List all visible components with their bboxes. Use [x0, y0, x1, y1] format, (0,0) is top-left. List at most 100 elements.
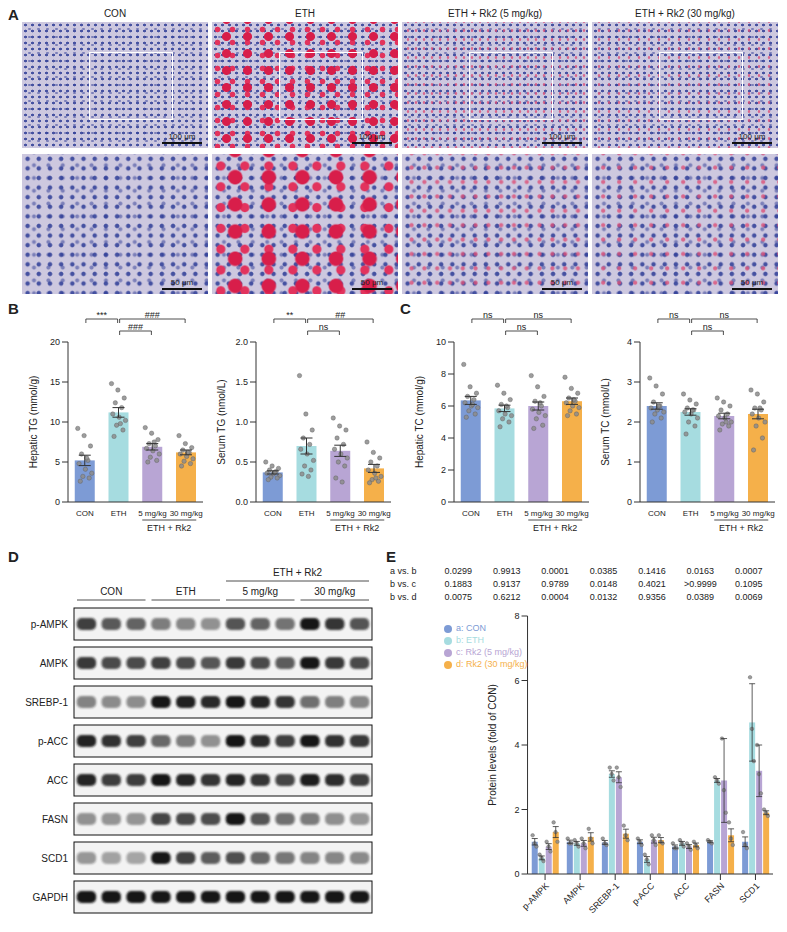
html-text:a vs. b: a vs. b: [390, 566, 417, 576]
svg-text:ns: ns: [534, 310, 544, 320]
svg-text:FASN: FASN: [42, 814, 68, 825]
svg-text:30 mg/kg: 30 mg/kg: [314, 586, 355, 597]
svg-text:ETH + Rk2: ETH + Rk2: [719, 523, 763, 533]
svg-text:p-AMPK: p-AMPK: [31, 619, 69, 630]
svg-text:30 mg/kg: 30 mg/kg: [556, 509, 589, 518]
svg-text:5 mg/kg: 5 mg/kg: [242, 586, 278, 597]
svg-text:30 mg/kg: 30 mg/kg: [170, 509, 203, 518]
svg-text:SCD1: SCD1: [737, 881, 761, 905]
html-text:ETH: ETH: [295, 8, 315, 19]
svg-text:ETH: ETH: [176, 586, 196, 597]
html-text:CON: CON: [103, 8, 127, 19]
html-text:0.1416: 0.1416: [638, 566, 666, 576]
svg-text:ACC: ACC: [671, 881, 692, 902]
html-text:ETH + Rk2 (5 mg/kg): ETH + Rk2 (5 mg/kg): [447, 8, 543, 19]
svg-text:4: 4: [515, 740, 520, 750]
svg-text:3: 3: [627, 377, 632, 387]
svg-text:1.5: 1.5: [235, 377, 248, 387]
svg-text:0.5: 0.5: [235, 457, 248, 467]
html-text:B: B: [8, 300, 19, 317]
svg-text:ETH: ETH: [683, 509, 699, 518]
svg-text:Hepatic TC (mmol/g): Hepatic TC (mmol/g): [414, 376, 425, 468]
svg-text:4: 4: [441, 433, 446, 443]
html-text:C: C: [400, 300, 411, 317]
svg-text:8: 8: [441, 369, 446, 379]
svg-text:30 mg/kg: 30 mg/kg: [358, 509, 391, 518]
svg-text:2: 2: [515, 805, 520, 815]
html-text:0.0007: 0.0007: [735, 566, 763, 576]
svg-text:20: 20: [50, 337, 60, 347]
svg-text:ns: ns: [720, 310, 730, 320]
svg-text:1.0: 1.0: [235, 417, 248, 427]
svg-text:10: 10: [436, 337, 446, 347]
svg-text:###: ###: [128, 322, 143, 332]
svg-text:Serum TC (mmol/L): Serum TC (mmol/L): [600, 378, 611, 466]
svg-text:GAPDH: GAPDH: [32, 892, 68, 903]
svg-text:ns: ns: [517, 322, 527, 332]
svg-text:ETH + Rk2: ETH + Rk2: [335, 523, 379, 533]
svg-text:CON: CON: [100, 586, 122, 597]
svg-text:Serum TG (nmol/L): Serum TG (nmol/L): [216, 379, 227, 464]
svg-text:2.0: 2.0: [235, 337, 248, 347]
html-text:0.0163: 0.0163: [686, 566, 715, 576]
svg-text:5: 5: [55, 457, 60, 467]
svg-text:SCD1: SCD1: [41, 853, 68, 864]
svg-text:2: 2: [441, 465, 446, 475]
svg-text:p-ACC: p-ACC: [38, 736, 68, 747]
svg-text:AMPK: AMPK: [561, 881, 586, 906]
html-text:E: E: [386, 548, 396, 565]
svg-text:ETH: ETH: [497, 509, 513, 518]
svg-text:FASN: FASN: [703, 881, 727, 905]
svg-text:***: ***: [96, 310, 107, 320]
svg-text:p-AMPK: p-AMPK: [520, 881, 551, 912]
svg-text:ACC: ACC: [47, 775, 68, 786]
svg-text:10: 10: [50, 417, 60, 427]
svg-text:ns: ns: [669, 310, 679, 320]
svg-text:**: **: [286, 310, 294, 320]
html-text:0.0385: 0.0385: [589, 566, 618, 576]
svg-text:ETH + Rk2: ETH + Rk2: [533, 523, 577, 533]
svg-text:ETH + Rk2: ETH + Rk2: [273, 567, 323, 578]
svg-text:ETH: ETH: [111, 509, 127, 518]
svg-text:CON: CON: [648, 509, 666, 518]
svg-text:CON: CON: [76, 509, 94, 518]
html-text:0.9913: 0.9913: [492, 566, 521, 576]
svg-text:##: ##: [335, 310, 345, 320]
svg-text:Hepatic TG (mmol/g): Hepatic TG (mmol/g): [28, 376, 39, 469]
svg-text:30 mg/kg: 30 mg/kg: [742, 509, 775, 518]
svg-text:###: ###: [145, 310, 160, 320]
svg-text:6: 6: [441, 401, 446, 411]
svg-text:p-ACC: p-ACC: [630, 881, 657, 908]
svg-text:6: 6: [515, 676, 520, 686]
svg-text:4: 4: [627, 337, 632, 347]
svg-text:0: 0: [515, 869, 520, 879]
svg-text:ns: ns: [483, 310, 493, 320]
svg-text:8: 8: [515, 611, 520, 621]
html-text:0.0001: 0.0001: [541, 566, 569, 576]
html-text:ETH + Rk2 (30 mg/kg): ETH + Rk2 (30 mg/kg): [635, 8, 735, 19]
svg-text:SREBP-1: SREBP-1: [587, 881, 621, 915]
svg-text:0: 0: [441, 497, 446, 507]
svg-text:5 mg/kg: 5 mg/kg: [710, 509, 738, 518]
svg-text:0: 0: [55, 497, 60, 507]
svg-text:0.0: 0.0: [235, 497, 248, 507]
svg-text:CON: CON: [462, 509, 480, 518]
svg-text:CON: CON: [264, 509, 282, 518]
svg-text:SREBP-1: SREBP-1: [25, 697, 68, 708]
svg-text:ns: ns: [319, 322, 329, 332]
svg-text:ns: ns: [703, 322, 713, 332]
html-text:0.0299: 0.0299: [444, 566, 472, 576]
svg-text:0: 0: [627, 497, 632, 507]
svg-text:2: 2: [627, 417, 632, 427]
svg-text:15: 15: [50, 377, 60, 387]
svg-text:5 mg/kg: 5 mg/kg: [138, 509, 166, 518]
html-text:D: D: [8, 548, 19, 565]
html-text:A: A: [8, 6, 19, 23]
svg-text:5 mg/kg: 5 mg/kg: [524, 509, 552, 518]
svg-text:ETH + Rk2: ETH + Rk2: [147, 523, 191, 533]
svg-text:Protein levels (fold of CON): Protein levels (fold of CON): [487, 684, 498, 806]
svg-text:AMPK: AMPK: [40, 658, 69, 669]
svg-text:5 mg/kg: 5 mg/kg: [326, 509, 354, 518]
svg-text:ETH: ETH: [299, 509, 315, 518]
svg-text:1: 1: [627, 457, 632, 467]
